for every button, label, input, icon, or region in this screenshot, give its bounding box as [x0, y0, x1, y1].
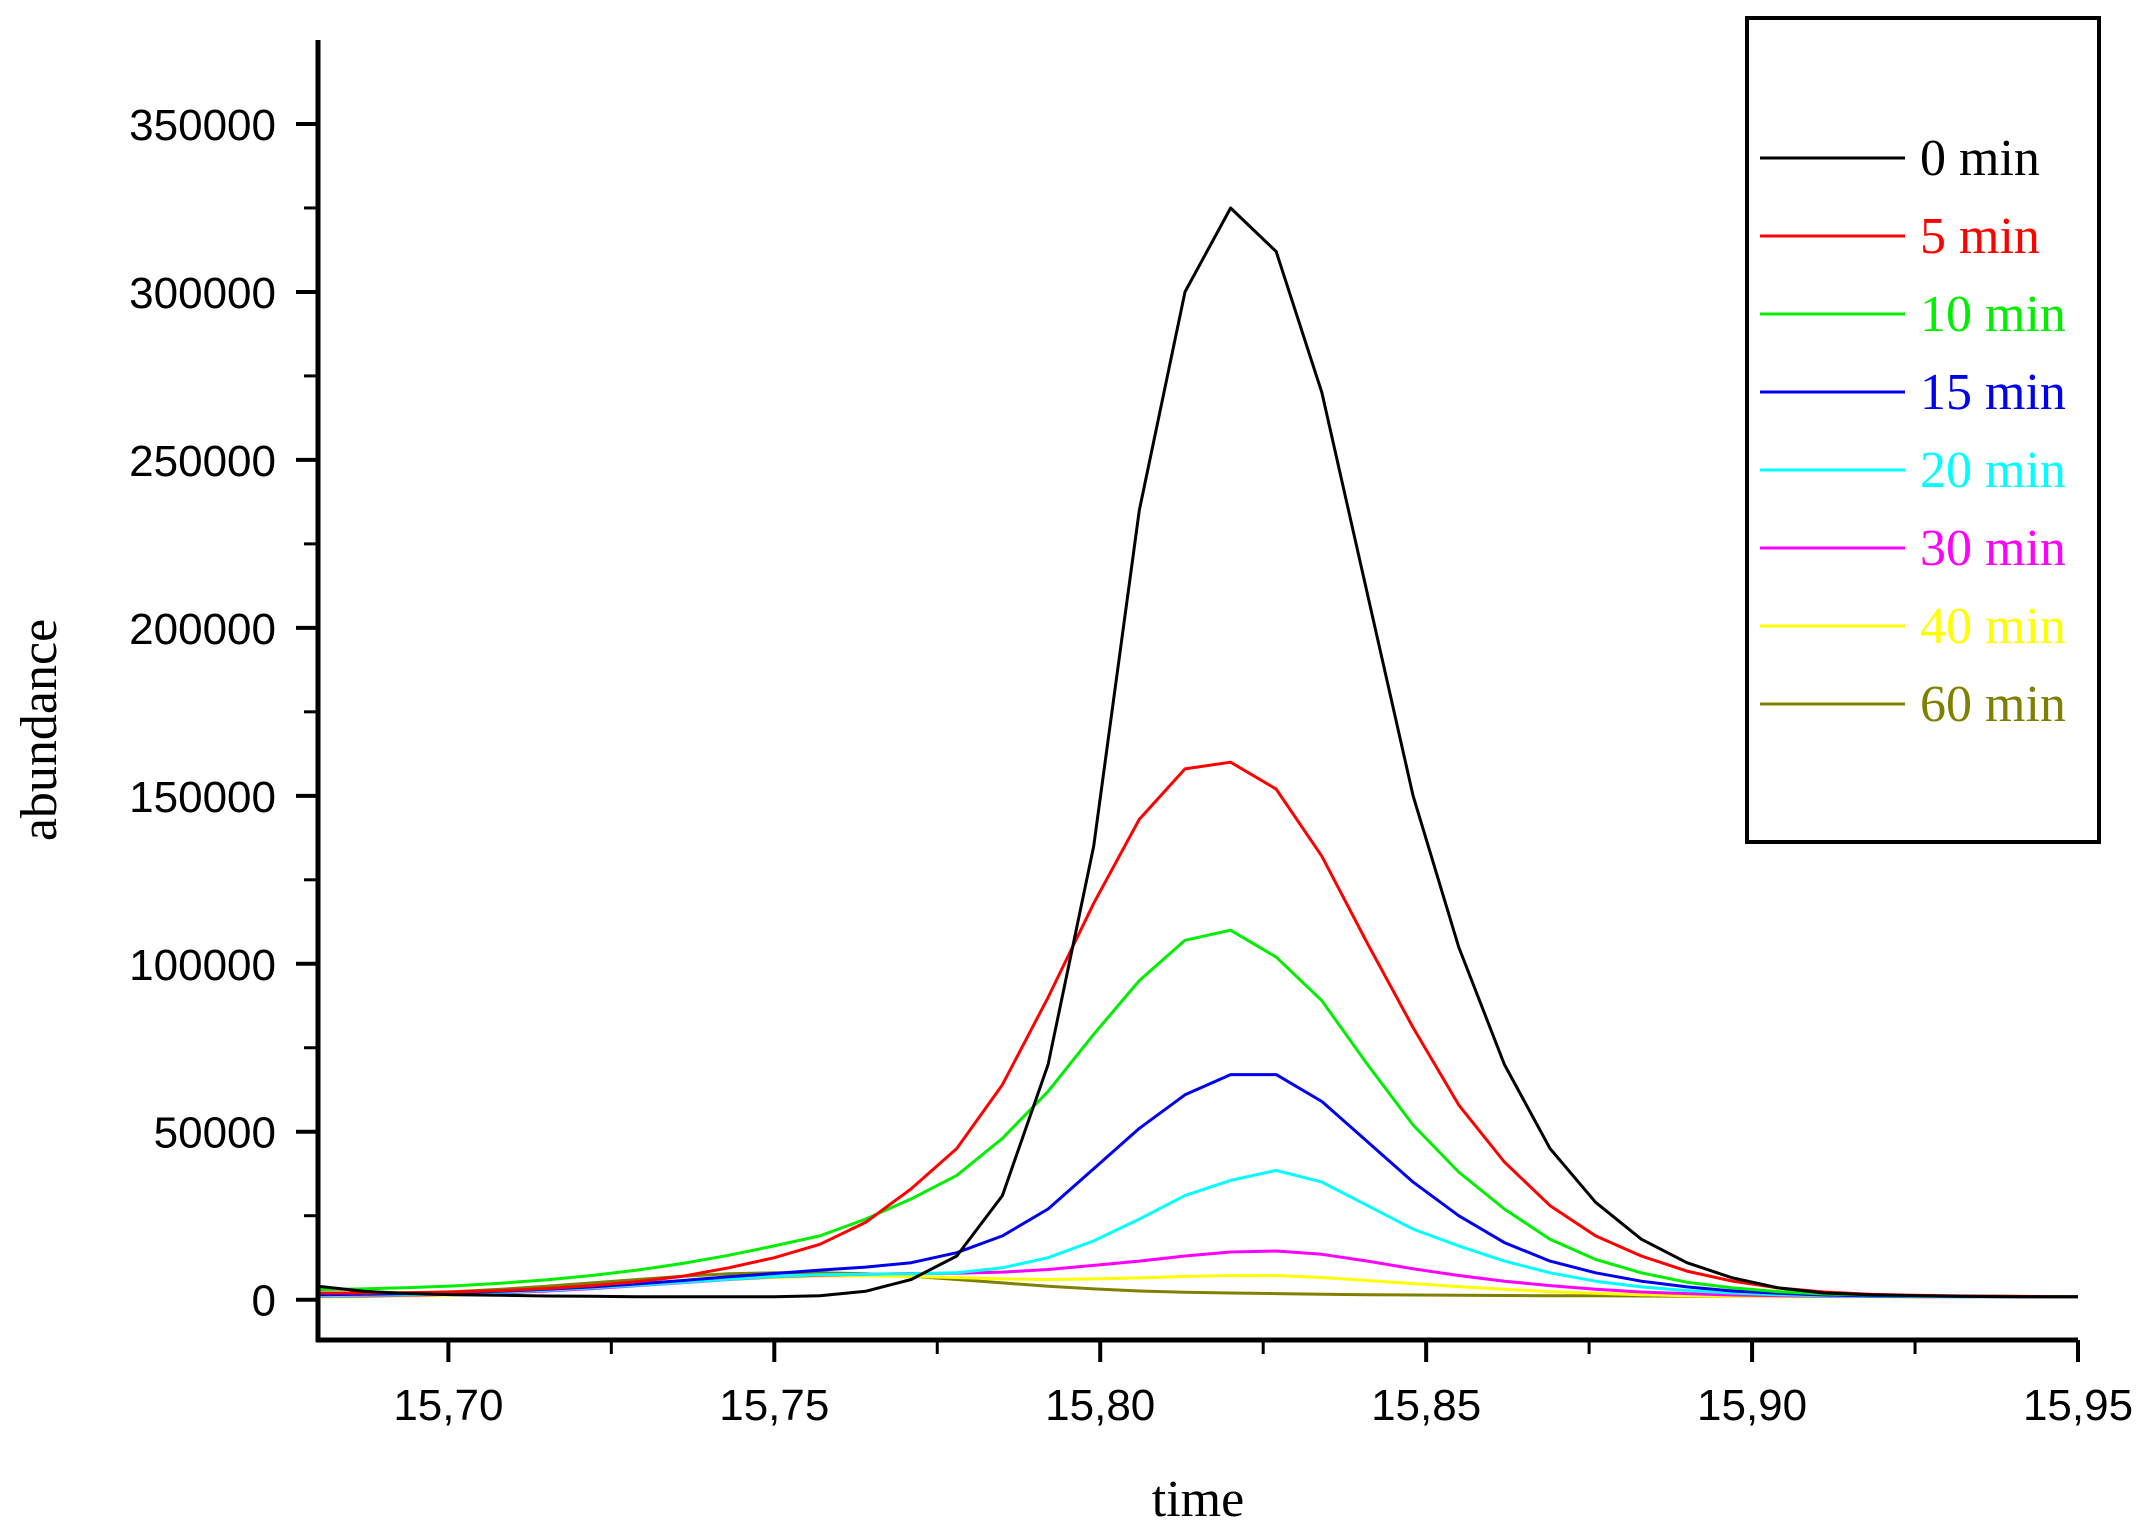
- x-tick-label: 15,85: [1371, 1381, 1481, 1430]
- legend: 0 min 5 min 10 min 15 min 20 min 30 min 40 min…: [1745, 16, 2101, 844]
- legend-label: 5 min: [1920, 208, 2040, 265]
- legend-label: 15 min: [1920, 364, 2066, 421]
- plot-lines: [317, 206, 2078, 1299]
- y-tick-label: 150000: [129, 773, 276, 822]
- legend-label: 0 min: [1920, 130, 2040, 187]
- y-tick-label: 350000: [129, 101, 276, 150]
- y-axis-ticks: 0 50000 100000 150000 200000 250000 300000 3500…: [129, 101, 318, 1326]
- y-tick-label: 100000: [129, 941, 276, 990]
- legend-label: 10 min: [1920, 286, 2066, 343]
- y-tick-label: 0: [252, 1277, 276, 1326]
- axes: [315, 40, 2078, 1343]
- x-tick-label: 15,75: [719, 1381, 829, 1430]
- series-line-0: [317, 206, 2078, 1299]
- y-tick-label: 200000: [129, 605, 276, 654]
- y-axis-title: abundance: [11, 619, 68, 841]
- x-axis-ticks: 15,70 15,75 15,80 15,85 15,90 15,95: [393, 1340, 2133, 1430]
- x-tick-label: 15,90: [1697, 1381, 1807, 1430]
- legend-label: 60 min: [1920, 676, 2066, 733]
- legend-label: 40 min: [1920, 598, 2066, 655]
- y-tick-label: 300000: [129, 269, 276, 318]
- x-axis-title: time: [1152, 1471, 1244, 1526]
- legend-label: 30 min: [1920, 520, 2066, 577]
- series-line-3: [317, 1073, 2078, 1299]
- series-line-2: [317, 928, 2078, 1299]
- x-tick-label: 15,80: [1045, 1381, 1155, 1430]
- y-tick-label: 50000: [154, 1109, 276, 1158]
- x-tick-label: 15,95: [2023, 1381, 2133, 1430]
- x-tick-label: 15,70: [393, 1381, 503, 1430]
- y-tick-label: 250000: [129, 437, 276, 486]
- legend-label: 20 min: [1920, 442, 2066, 499]
